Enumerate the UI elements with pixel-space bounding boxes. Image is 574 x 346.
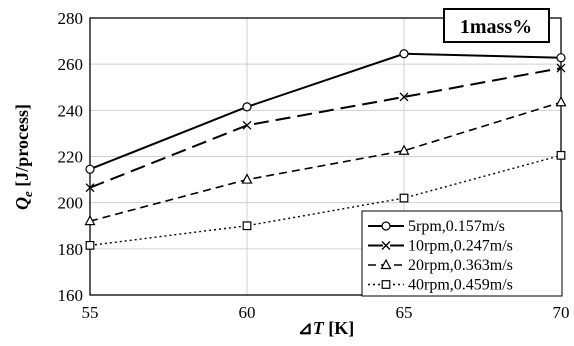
series-1-point [399, 92, 409, 102]
y-tick-label: 240 [58, 101, 84, 120]
series-1-point [556, 63, 566, 73]
legend-label: 10rpm,0.247m/s [408, 238, 513, 255]
series-line-2 [89, 101, 562, 222]
y-tick-label: 260 [58, 55, 84, 74]
x-tick-labels: 55 60 65 70 [82, 303, 570, 322]
series-0-point [242, 102, 252, 112]
x-tick-label: 55 [82, 303, 99, 322]
series-0-point [85, 164, 95, 174]
series-0-point [399, 49, 409, 59]
y-tick-label: 220 [58, 148, 84, 167]
y-axis-sub: e [20, 191, 35, 197]
x-axis-prefix: ⊿ [298, 318, 313, 338]
series-2-point [555, 95, 567, 107]
series-2-point [84, 214, 96, 226]
concentration-badge: 1mass% [443, 8, 550, 43]
legend-item: 20rpm,0.363m/s [368, 257, 513, 274]
series-3-point [556, 150, 566, 160]
y-tick-label: 180 [58, 240, 84, 259]
y-tick-label: 160 [58, 286, 84, 305]
legend-label: 20rpm,0.363m/s [408, 257, 513, 274]
legend-label: 40rpm,0.459m/s [408, 277, 513, 294]
legend-item: 40rpm,0.459m/s [368, 277, 513, 294]
series-line-0 [89, 52, 562, 171]
series-2-point [241, 173, 253, 184]
series-1-point [85, 183, 95, 193]
y-tick-label: 200 [58, 194, 84, 213]
series-3-point [399, 193, 409, 203]
series-2-point [398, 144, 410, 155]
legend-marker-3 [381, 280, 391, 289]
series-0-point [556, 53, 566, 63]
series-line-1 [89, 67, 562, 189]
series-3-point [242, 221, 252, 231]
x-axis-var: T [313, 318, 325, 338]
x-tick-label: 65 [396, 303, 413, 322]
legend-marker-2 [380, 258, 392, 270]
concentration-badge-text: 1mass% [460, 16, 532, 38]
y-axis-title: Qe [J/process] [12, 104, 35, 210]
y-axis-var: Q [12, 197, 32, 210]
x-tick-label: 60 [239, 303, 256, 322]
series-layer [84, 49, 567, 250]
y-axis-unit: [J/process] [12, 104, 32, 191]
legend-marker-0 [381, 221, 391, 231]
y-tick-labels: 160 180 200 220 240 260 280 [58, 9, 84, 305]
series-3-point [85, 240, 95, 250]
legend-item: 5rpm,0.157m/s [368, 218, 505, 235]
legend-item: 10rpm,0.247m/s [368, 238, 513, 255]
x-tick-label: 70 [553, 303, 570, 322]
legend: 5rpm,0.157m/s 10rpm,0.247m/s 20rpm,0.363m/… [361, 210, 563, 297]
legend-label: 5rpm,0.157m/s [408, 218, 505, 235]
x-axis-title: ⊿T [K] [298, 318, 355, 338]
series-1-point [242, 120, 252, 130]
y-tick-label: 280 [58, 9, 84, 28]
legend-marker-1 [381, 241, 391, 250]
x-axis-unit: [K] [324, 318, 355, 338]
